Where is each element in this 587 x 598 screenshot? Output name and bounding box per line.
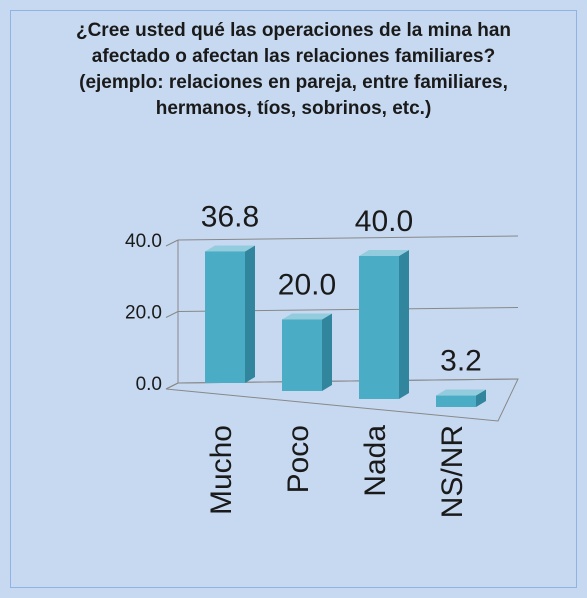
floor [165, 378, 519, 422]
x-tick-label: Nada [359, 425, 392, 497]
bar-side [245, 245, 255, 383]
y-tick-label: 40.0 [125, 231, 162, 252]
x-tick-label: NS/NR [436, 425, 469, 518]
bar-top [359, 250, 409, 256]
chart-area [10, 10, 577, 588]
y-tick-label: 20.0 [125, 303, 162, 324]
bar-side [399, 250, 409, 399]
bar-top [205, 245, 255, 252]
bar [205, 251, 245, 383]
bar-top [282, 313, 332, 320]
grid-line [165, 239, 179, 247]
bar-side [476, 389, 486, 407]
x-tick-label: Poco [282, 425, 315, 493]
y-tick-label: 0.0 [136, 374, 162, 395]
chart-title: ¿Cree usted qué las operaciones de la mi… [75, 20, 512, 119]
value-label: 36.8 [201, 200, 259, 233]
value-label: 3.2 [440, 344, 482, 377]
grid-line [165, 311, 179, 318]
bar [359, 256, 399, 399]
x-tick-label: Mucho [205, 425, 238, 515]
bar [436, 395, 476, 407]
value-label: 20.0 [278, 268, 336, 301]
bar-top [436, 389, 486, 396]
grid-line [177, 235, 519, 241]
bar-side [322, 313, 332, 391]
bar [282, 319, 322, 391]
value-label: 40.0 [355, 205, 413, 238]
